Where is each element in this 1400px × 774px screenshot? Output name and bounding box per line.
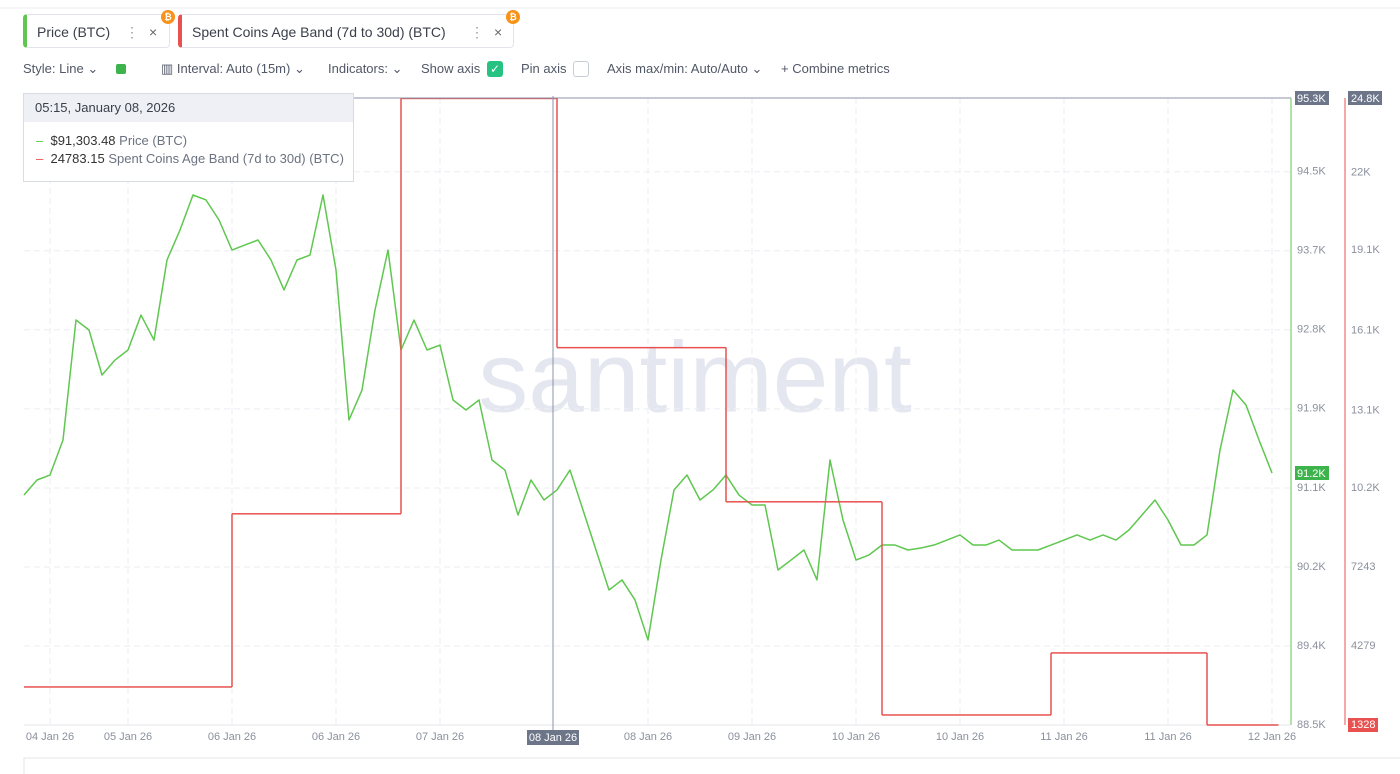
label: Style: Line [23,61,84,76]
y-tick-label: 90.2K [1297,561,1326,573]
y-tick-label: 94.5K [1297,166,1326,178]
btc-badge: ₿ [506,10,520,24]
hover-x-label: 08 Jan 26 [529,732,577,744]
tooltip-name: Price (BTC) [119,133,188,148]
y-tick-label: 88.5K [1297,719,1326,731]
show-axis[interactable]: Show axis [421,61,480,77]
tooltip: 05:15, January 08, 2026 – $91,303.48 Pri… [23,93,354,182]
y2-tick-label: 4279 [1351,640,1375,652]
x-tick-label: 05 Jan 26 [104,731,152,743]
grid: 88.5K 89.4K 90.2K 91.1K 91.9K 92.8K 93.7K 94.5K… [24,91,1382,743]
indicators-select[interactable]: Indicators: ⌄ [328,61,403,76]
btc-badge: ₿ [161,10,175,24]
menu-icon[interactable]: ⋮ [470,24,484,40]
tab-label: Price (BTC) [37,24,111,40]
y2-tick-label: 19.1K [1351,244,1380,256]
hover-x-badge [527,730,579,745]
axis-select[interactable]: Axis max/min: Auto/Auto ⌄ [607,61,763,76]
label: Interval: Auto (15m) [176,61,291,76]
label: Show axis [421,61,481,76]
pin-axis[interactable]: Pin axis [521,61,567,77]
y-tick-label: 93.7K [1297,245,1326,257]
x-tick-label: 11 Jan 26 [1144,731,1192,743]
series-line [23,194,1273,641]
x-tick-label: 06 Jan 26 [208,731,256,743]
last-value-label: 91.2K [1297,468,1326,480]
y2-tick-label: 7243 [1351,561,1375,573]
label: Indicators: [328,61,388,76]
navigator [23,757,1400,774]
marks: 91.2K [23,97,1329,726]
x-tick-label: 04 Jan 26 [26,731,74,743]
color-swatch[interactable] [116,64,126,74]
x-tick-label: 11 Jan 26 [1040,731,1088,743]
y2-tick-label: 24.8K [1351,93,1380,105]
y-tick-label: 91.1K [1297,482,1326,494]
x-tick-label: 08 Jan 26 [624,731,672,743]
x-tick-label: 10 Jan 26 [936,731,984,743]
menu-icon[interactable]: ⋮ [125,24,139,40]
checkbox[interactable] [573,61,589,77]
tooltip-value: 24783.15 [50,151,105,166]
checkbox-checked[interactable]: ✓ [487,61,503,77]
y-tick-label: 95.3K [1297,93,1326,105]
style-select[interactable]: Style: Line ⌄ [23,61,99,76]
y2-tick-label: 1328 [1351,719,1375,731]
tab[interactable]: Price (BTC) ⋮ × [23,14,170,48]
tooltip-item: – $91,303.48 Price (BTC) [36,133,188,148]
tooltip-item: – 24783.15 Spent Coins Age Band (7d to 3… [36,151,344,166]
label: Combine metrics [792,61,890,76]
close-icon[interactable]: × [149,24,158,40]
last-value-badge [1295,466,1329,481]
x-tick-label: 09 Jan 26 [728,731,776,743]
y2-tick-label: 22K [1351,167,1371,179]
tab-label: Spent Coins Age Band (7d to 30d) (BTC) [192,24,446,40]
close-icon[interactable]: × [494,24,503,40]
watermark: santiment [478,321,912,433]
tooltip-name: Spent Coins Age Band (7d to 30d) (BTC) [108,151,344,166]
x-tick-label: 06 Jan 26 [312,731,360,743]
tick-badge [1348,718,1378,732]
tick-badge [1348,91,1382,105]
x-tick-label: 10 Jan 26 [832,731,880,743]
tick-badge [1295,91,1329,105]
tooltip-time: 05:15, January 08, 2026 [24,94,353,122]
interval-select[interactable]: ▥ Interval: Auto (15m) ⌄ [161,61,305,76]
y2-tick-label: 10.2K [1351,482,1380,494]
y-tick-label: 91.9K [1297,403,1326,415]
x-tick-label: 12 Jan 26 [1248,731,1296,743]
label: Pin axis [521,61,567,76]
y2-tick-label: 13.1K [1351,404,1380,416]
x-tick-label: 07 Jan 26 [416,731,464,743]
y-tick-label: 92.8K [1297,324,1326,336]
tab[interactable]: Spent Coins Age Band (7d to 30d) (BTC) ⋮ × [178,14,514,48]
y2-tick-label: 16.1K [1351,324,1380,336]
y-tick-label: 89.4K [1297,640,1326,652]
label: Axis max/min: Auto/Auto [607,61,748,76]
tooltip-items: – $91,303.48 Price (BTC) – 24783.15 Spen… [24,122,353,168]
tooltip-value: $91,303.48 [50,133,116,148]
combine-button[interactable]: + Combine metrics [781,61,890,76]
